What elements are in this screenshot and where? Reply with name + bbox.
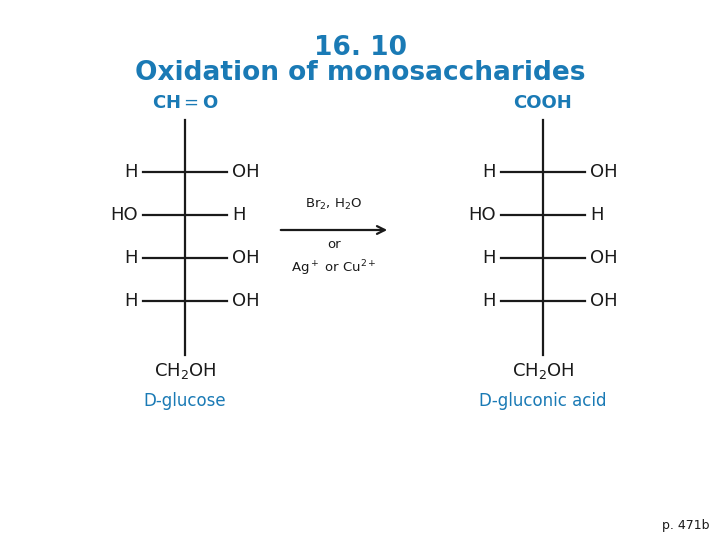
Text: H: H <box>482 163 496 181</box>
Text: OH: OH <box>232 163 260 181</box>
Text: OH: OH <box>232 292 260 310</box>
Text: H: H <box>482 249 496 267</box>
Text: H: H <box>590 206 603 224</box>
Text: HO: HO <box>469 206 496 224</box>
Text: CH$_2$OH: CH$_2$OH <box>512 361 575 381</box>
Text: CH$=$O: CH$=$O <box>152 94 218 112</box>
Text: Oxidation of monosaccharides: Oxidation of monosaccharides <box>135 60 585 86</box>
Text: H: H <box>125 292 138 310</box>
Text: OH: OH <box>590 163 618 181</box>
Text: OH: OH <box>590 249 618 267</box>
Text: D-gluconic acid: D-gluconic acid <box>480 392 607 410</box>
Text: CH$_2$OH: CH$_2$OH <box>153 361 216 381</box>
Text: or: or <box>327 238 341 251</box>
Text: H: H <box>125 249 138 267</box>
Text: H: H <box>232 206 246 224</box>
Text: HO: HO <box>110 206 138 224</box>
Text: COOH: COOH <box>513 94 572 112</box>
Text: OH: OH <box>232 249 260 267</box>
Text: H: H <box>482 292 496 310</box>
Text: D-glucose: D-glucose <box>144 392 226 410</box>
Text: OH: OH <box>590 292 618 310</box>
Text: Ag$^+$ or Cu$^{2+}$: Ag$^+$ or Cu$^{2+}$ <box>291 258 377 278</box>
Text: H: H <box>125 163 138 181</box>
Text: p. 471b: p. 471b <box>662 519 710 532</box>
Text: 16. 10: 16. 10 <box>313 35 407 61</box>
Text: Br$_2$, H$_2$O: Br$_2$, H$_2$O <box>305 197 363 212</box>
